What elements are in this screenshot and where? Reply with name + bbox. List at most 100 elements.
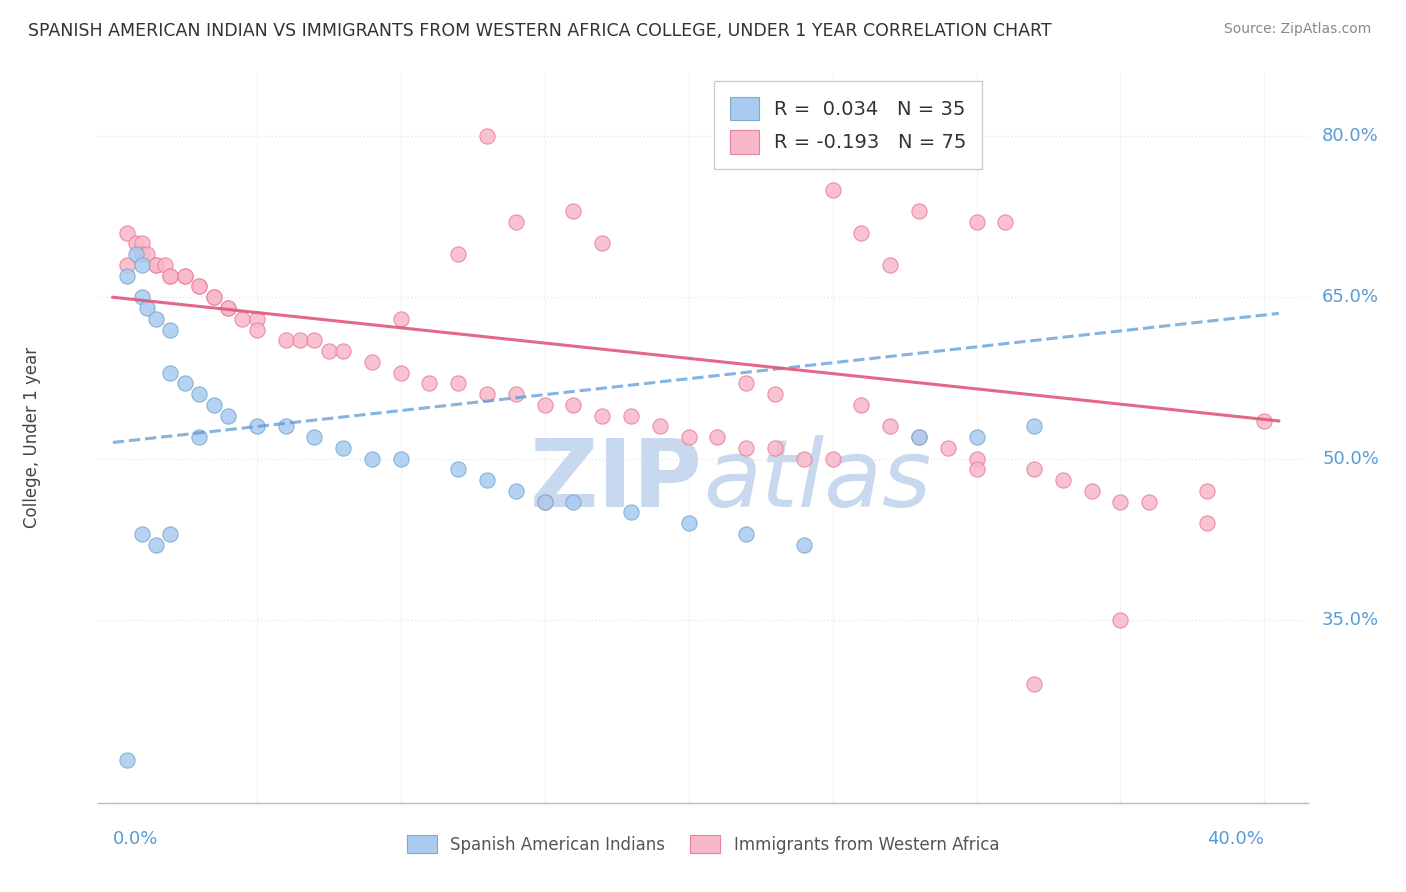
Point [505,215,527,229]
Point [706,430,728,444]
Point [202,398,225,412]
Text: 50.0%: 50.0% [1322,450,1379,467]
Point [131,247,153,261]
Point [145,258,167,272]
Point [125,247,148,261]
Text: 80.0%: 80.0% [1322,127,1379,145]
Point [678,516,700,530]
Point [505,483,527,498]
Point [763,441,786,455]
Point [648,419,671,434]
Point [591,236,613,251]
Point [1253,414,1275,428]
Point [125,236,148,251]
Point [475,128,498,143]
Point [1109,494,1132,508]
Point [533,398,555,412]
Text: 35.0%: 35.0% [1322,611,1379,629]
Point [217,301,239,315]
Point [153,258,176,272]
Point [851,226,873,240]
Point [115,268,138,283]
Point [879,419,901,434]
Point [136,247,159,261]
Point [475,387,498,401]
Point [115,226,138,240]
Point [678,430,700,444]
Point [131,258,153,272]
Point [447,462,470,476]
Text: ZIP: ZIP [530,435,703,527]
Point [159,268,181,283]
Point [1022,419,1045,434]
Point [620,409,643,423]
Point [735,376,758,391]
Point [821,451,844,466]
Point [188,279,211,293]
Point [202,290,225,304]
Point [159,366,181,380]
Point [966,451,988,466]
Point [188,430,211,444]
Point [304,430,326,444]
Point [793,451,815,466]
Text: atlas: atlas [703,435,931,526]
Point [1022,462,1045,476]
Point [115,753,138,767]
Point [159,527,181,541]
Point [332,344,354,359]
Point [562,398,585,412]
Point [562,494,585,508]
Point [763,387,786,401]
Point [188,387,211,401]
Point [361,451,384,466]
Point [274,419,297,434]
Point [533,494,555,508]
Point [188,279,211,293]
Point [145,538,167,552]
Text: 0.0%: 0.0% [112,830,159,847]
Point [908,204,931,219]
Point [332,441,354,455]
Point [389,366,412,380]
Text: Source: ZipAtlas.com: Source: ZipAtlas.com [1223,22,1371,37]
Point [879,258,901,272]
Point [173,268,195,283]
Point [1080,483,1102,498]
Text: 40.0%: 40.0% [1208,830,1264,847]
Point [217,409,239,423]
Point [447,376,470,391]
Point [131,236,153,251]
Point [115,258,138,272]
Text: 65.0%: 65.0% [1322,288,1379,306]
Point [1195,483,1218,498]
Point [735,527,758,541]
Point [735,441,758,455]
Legend: Spanish American Indians, Immigrants from Western Africa: Spanish American Indians, Immigrants fro… [401,829,1005,860]
Point [246,419,269,434]
Point [361,355,384,369]
Point [318,344,340,359]
Point [231,311,253,326]
Text: SPANISH AMERICAN INDIAN VS IMMIGRANTS FROM WESTERN AFRICA COLLEGE, UNDER 1 YEAR : SPANISH AMERICAN INDIAN VS IMMIGRANTS FR… [28,22,1052,40]
Point [793,538,815,552]
Point [418,376,440,391]
Point [131,290,153,304]
Point [1022,677,1045,691]
Point [274,333,297,347]
Point [389,311,412,326]
Point [304,333,326,347]
Point [562,204,585,219]
Point [173,268,195,283]
Point [131,527,153,541]
Point [1109,613,1132,627]
Point [173,376,195,391]
Text: College, Under 1 year: College, Under 1 year [22,346,41,528]
Point [505,387,527,401]
Point [136,301,159,315]
Point [966,430,988,444]
Point [246,311,269,326]
Point [475,473,498,487]
Point [288,333,311,347]
Point [1052,473,1074,487]
